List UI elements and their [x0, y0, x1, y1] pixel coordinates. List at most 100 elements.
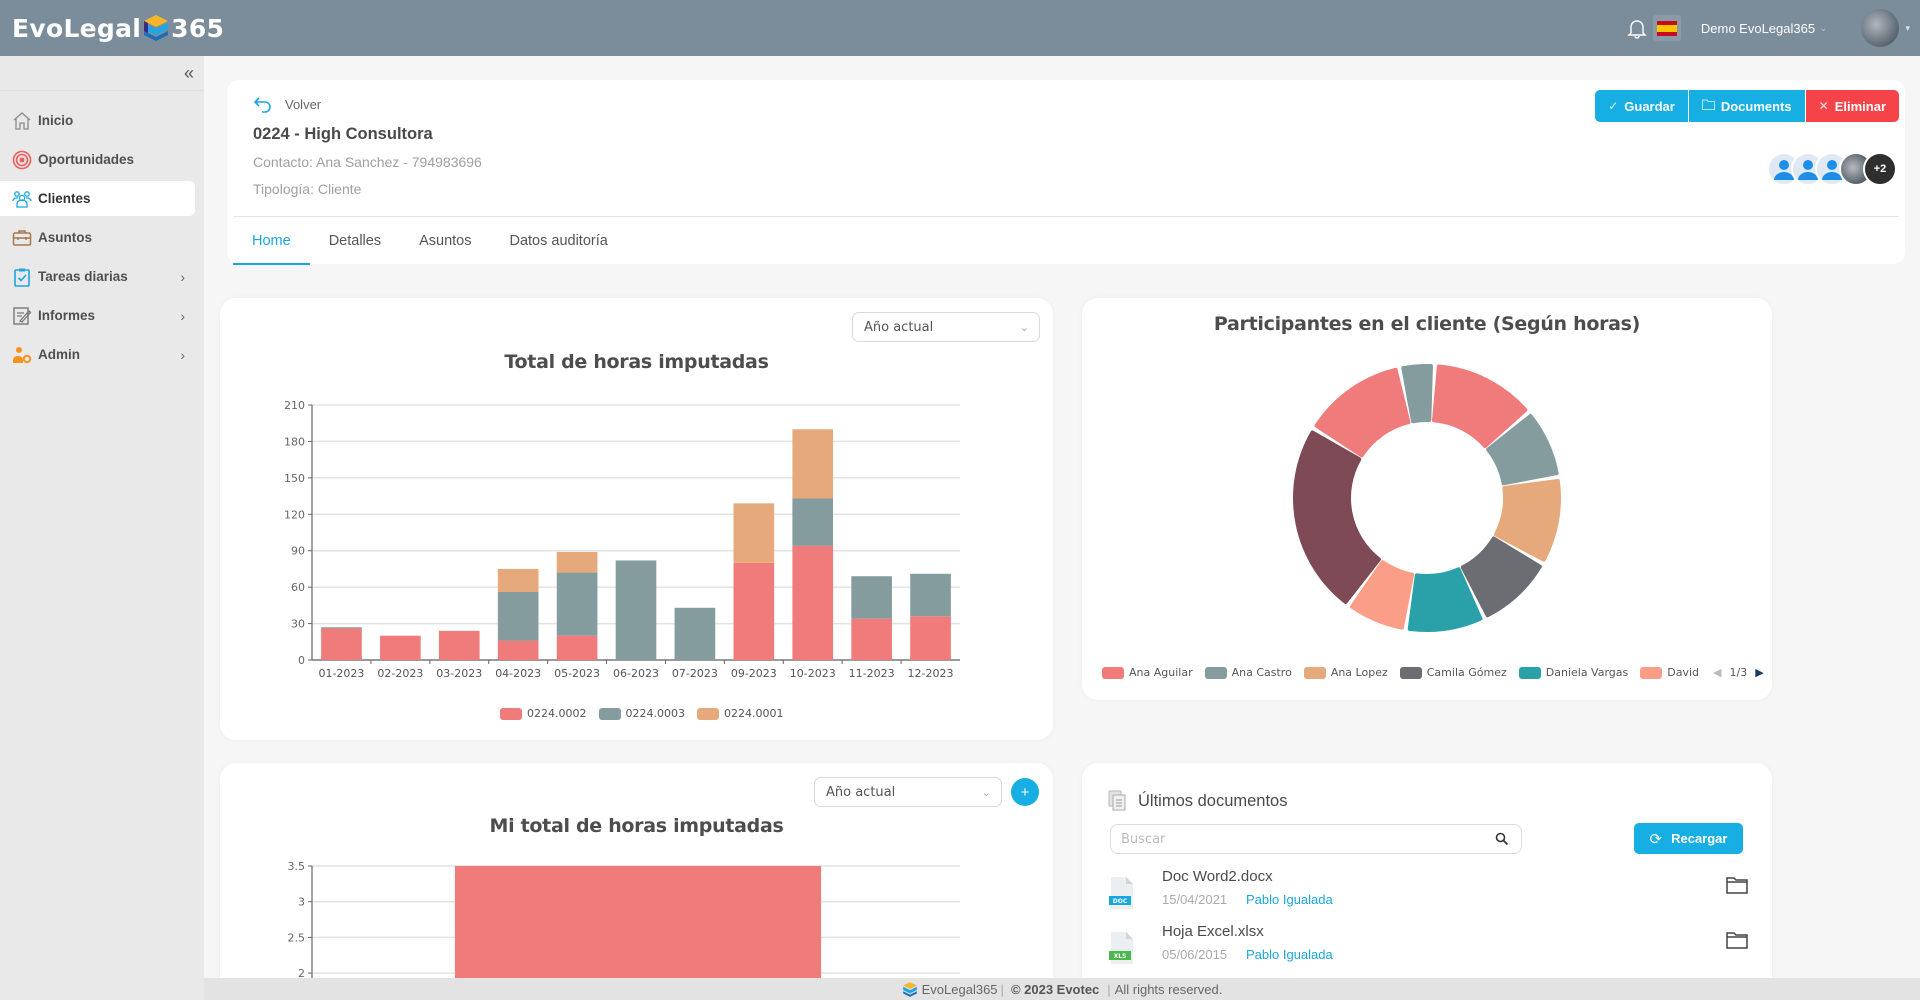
y-tick-label: 2.5 — [288, 931, 306, 944]
admin-icon — [12, 345, 32, 365]
home-icon — [12, 111, 32, 131]
undo-arrow-icon — [253, 97, 271, 113]
legend-item[interactable]: Camila Gómez — [1399, 666, 1507, 679]
tab-datos-auditoria[interactable]: Datos auditoría — [509, 232, 608, 249]
total-hours-bar-chart: 0 30 60 90 120 150 180 210 01-2023 02-2023 03-2023… — [284, 399, 960, 680]
spain-flag-icon — [1656, 20, 1677, 36]
bar-segment — [674, 607, 716, 660]
bar-segment — [497, 640, 539, 660]
donut-slice — [1401, 364, 1433, 424]
top-bar: EvoLegal 365 Demo EvoLegal365 ⌄ ▾ — [0, 0, 1920, 56]
sidebar-item-label: Informes — [38, 308, 96, 323]
header-divider — [233, 216, 1899, 217]
bar-segment — [438, 630, 480, 660]
back-button[interactable]: Volver — [253, 95, 321, 113]
legend-item[interactable]: David — [1640, 666, 1699, 679]
add-button[interactable]: + — [1011, 778, 1039, 806]
legend-label: 0224.0002 — [527, 707, 587, 720]
legend-item[interactable]: 0224.0003 — [598, 707, 685, 720]
target-icon — [12, 150, 32, 170]
bar-segment — [733, 562, 775, 660]
bar-segment — [556, 551, 598, 573]
reload-button[interactable]: ⟳ Recargar — [1634, 823, 1743, 854]
user-menu[interactable]: Demo EvoLegal365 — [1700, 20, 1816, 36]
legend-item[interactable]: Ana Aguilar — [1102, 666, 1193, 679]
sidebar-item-label: Admin — [38, 347, 80, 362]
document-item[interactable]: DOC Doc Word2.docx 15/04/2021 Pablo Igua… — [1108, 868, 1748, 918]
chevron-right-icon: › — [180, 307, 185, 324]
bar-segment — [851, 576, 892, 619]
bell-icon[interactable] — [1625, 16, 1649, 40]
search-icon[interactable] — [1495, 832, 1509, 851]
donut-slice — [1493, 478, 1561, 562]
documents-search — [1110, 824, 1522, 854]
collapse-sidebar-button[interactable]: « — [0, 56, 204, 91]
donut-slice — [1432, 364, 1528, 448]
legend-next-icon[interactable]: ▶ — [1755, 666, 1764, 679]
sidebar-item-informes[interactable]: Informes › — [0, 298, 195, 333]
legend-page: 1/3 — [1729, 666, 1748, 679]
legend-prev-icon[interactable]: ◀ — [1713, 666, 1722, 679]
legend-item[interactable]: 0224.0001 — [697, 707, 784, 720]
document-name[interactable]: Hoja Excel.xlsx — [1162, 923, 1264, 940]
x-tick-label: 10-2023 — [790, 667, 836, 680]
x-tick-label: 03-2023 — [436, 667, 482, 680]
tab-asuntos[interactable]: Asuntos — [419, 232, 472, 249]
x-tick-label: 12-2023 — [908, 667, 954, 680]
donut-slice — [1314, 367, 1411, 458]
client-contact: Contacto: Ana Sanchez - 794983696 — [253, 154, 482, 170]
documents-title: Últimos documentos — [1138, 791, 1288, 810]
sidebar-item-clientes[interactable]: Clientes — [0, 181, 195, 216]
search-input[interactable] — [1111, 825, 1471, 853]
document-user[interactable]: Pablo Igualada — [1246, 947, 1333, 962]
bar-segment — [851, 618, 892, 660]
my-hours-bar-chart: 2 2.5 3 3.5 — [288, 860, 960, 988]
sidebar-item-asuntos[interactable]: Asuntos — [0, 220, 195, 255]
open-folder-icon[interactable] — [1726, 876, 1748, 899]
client-tabs: Home Detalles Asuntos Datos auditoría — [233, 217, 627, 265]
tab-home[interactable]: Home — [233, 217, 310, 265]
delete-button[interactable]: ✕ Eliminar — [1805, 90, 1899, 122]
tab-detalles[interactable]: Detalles — [328, 232, 382, 249]
x-tick-label: 04-2023 — [495, 667, 541, 680]
period-select[interactable]: Año actual ⌄ — [852, 312, 1040, 342]
more-participants-badge[interactable]: +2 — [1863, 152, 1897, 186]
legend-label: Daniela Vargas — [1545, 666, 1629, 679]
legend-item[interactable]: Ana Lopez — [1303, 666, 1388, 679]
bar-segment — [733, 503, 775, 563]
double-chevron-left-icon: « — [183, 62, 194, 83]
caret-down-icon[interactable]: ▾ — [1905, 22, 1910, 33]
sidebar-item-inicio[interactable]: Inicio — [0, 103, 195, 138]
logo-cube-icon — [902, 981, 917, 997]
user-avatar[interactable] — [1861, 9, 1900, 47]
x-tick-label: 05-2023 — [554, 667, 600, 680]
folder-icon — [1701, 99, 1715, 113]
document-date: 15/04/2021 — [1162, 892, 1228, 907]
y-tick-label: 30 — [291, 618, 305, 631]
document-item[interactable]: XLS Hoja Excel.xlsx 05/06/2015 Pablo Igu… — [1108, 923, 1748, 973]
document-user[interactable]: Pablo Igualada — [1246, 892, 1333, 907]
my-period-select[interactable]: Año actual ⌄ — [814, 777, 1002, 807]
sidebar: « Inicio Oportunidades Clientes Asuntos — [0, 56, 204, 1000]
open-folder-icon[interactable] — [1726, 931, 1748, 954]
legend-item[interactable]: Daniela Vargas — [1518, 666, 1629, 679]
app-logo[interactable]: EvoLegal 365 — [0, 13, 224, 43]
chevron-down-icon[interactable]: ⌄ — [1819, 22, 1828, 34]
delete-label: Eliminar — [1834, 98, 1886, 114]
save-button[interactable]: ✓ Guardar — [1595, 90, 1689, 122]
client-header-card: Volver 0224 - High Consultora Contacto: … — [227, 80, 1905, 265]
language-selector[interactable] — [1652, 15, 1681, 41]
sidebar-item-oportunidades[interactable]: Oportunidades — [0, 142, 195, 177]
documents-button[interactable]: Documents — [1688, 90, 1806, 122]
participants-avatars[interactable]: +2 — [1767, 152, 1897, 186]
sidebar-item-admin[interactable]: Admin › — [0, 337, 195, 372]
x-tick-label: 11-2023 — [849, 667, 895, 680]
chart-title: Mi total de horas imputadas — [489, 815, 784, 837]
legend-swatch — [1102, 666, 1124, 679]
legend-item[interactable]: 0224.0002 — [500, 707, 587, 720]
period-select-value: Año actual — [826, 784, 896, 800]
legend-item[interactable]: Ana Castro — [1204, 666, 1292, 679]
chevron-right-icon: › — [180, 346, 185, 363]
document-name[interactable]: Doc Word2.docx — [1162, 868, 1273, 885]
sidebar-item-tareas-diarias[interactable]: Tareas diarias › — [0, 259, 195, 294]
